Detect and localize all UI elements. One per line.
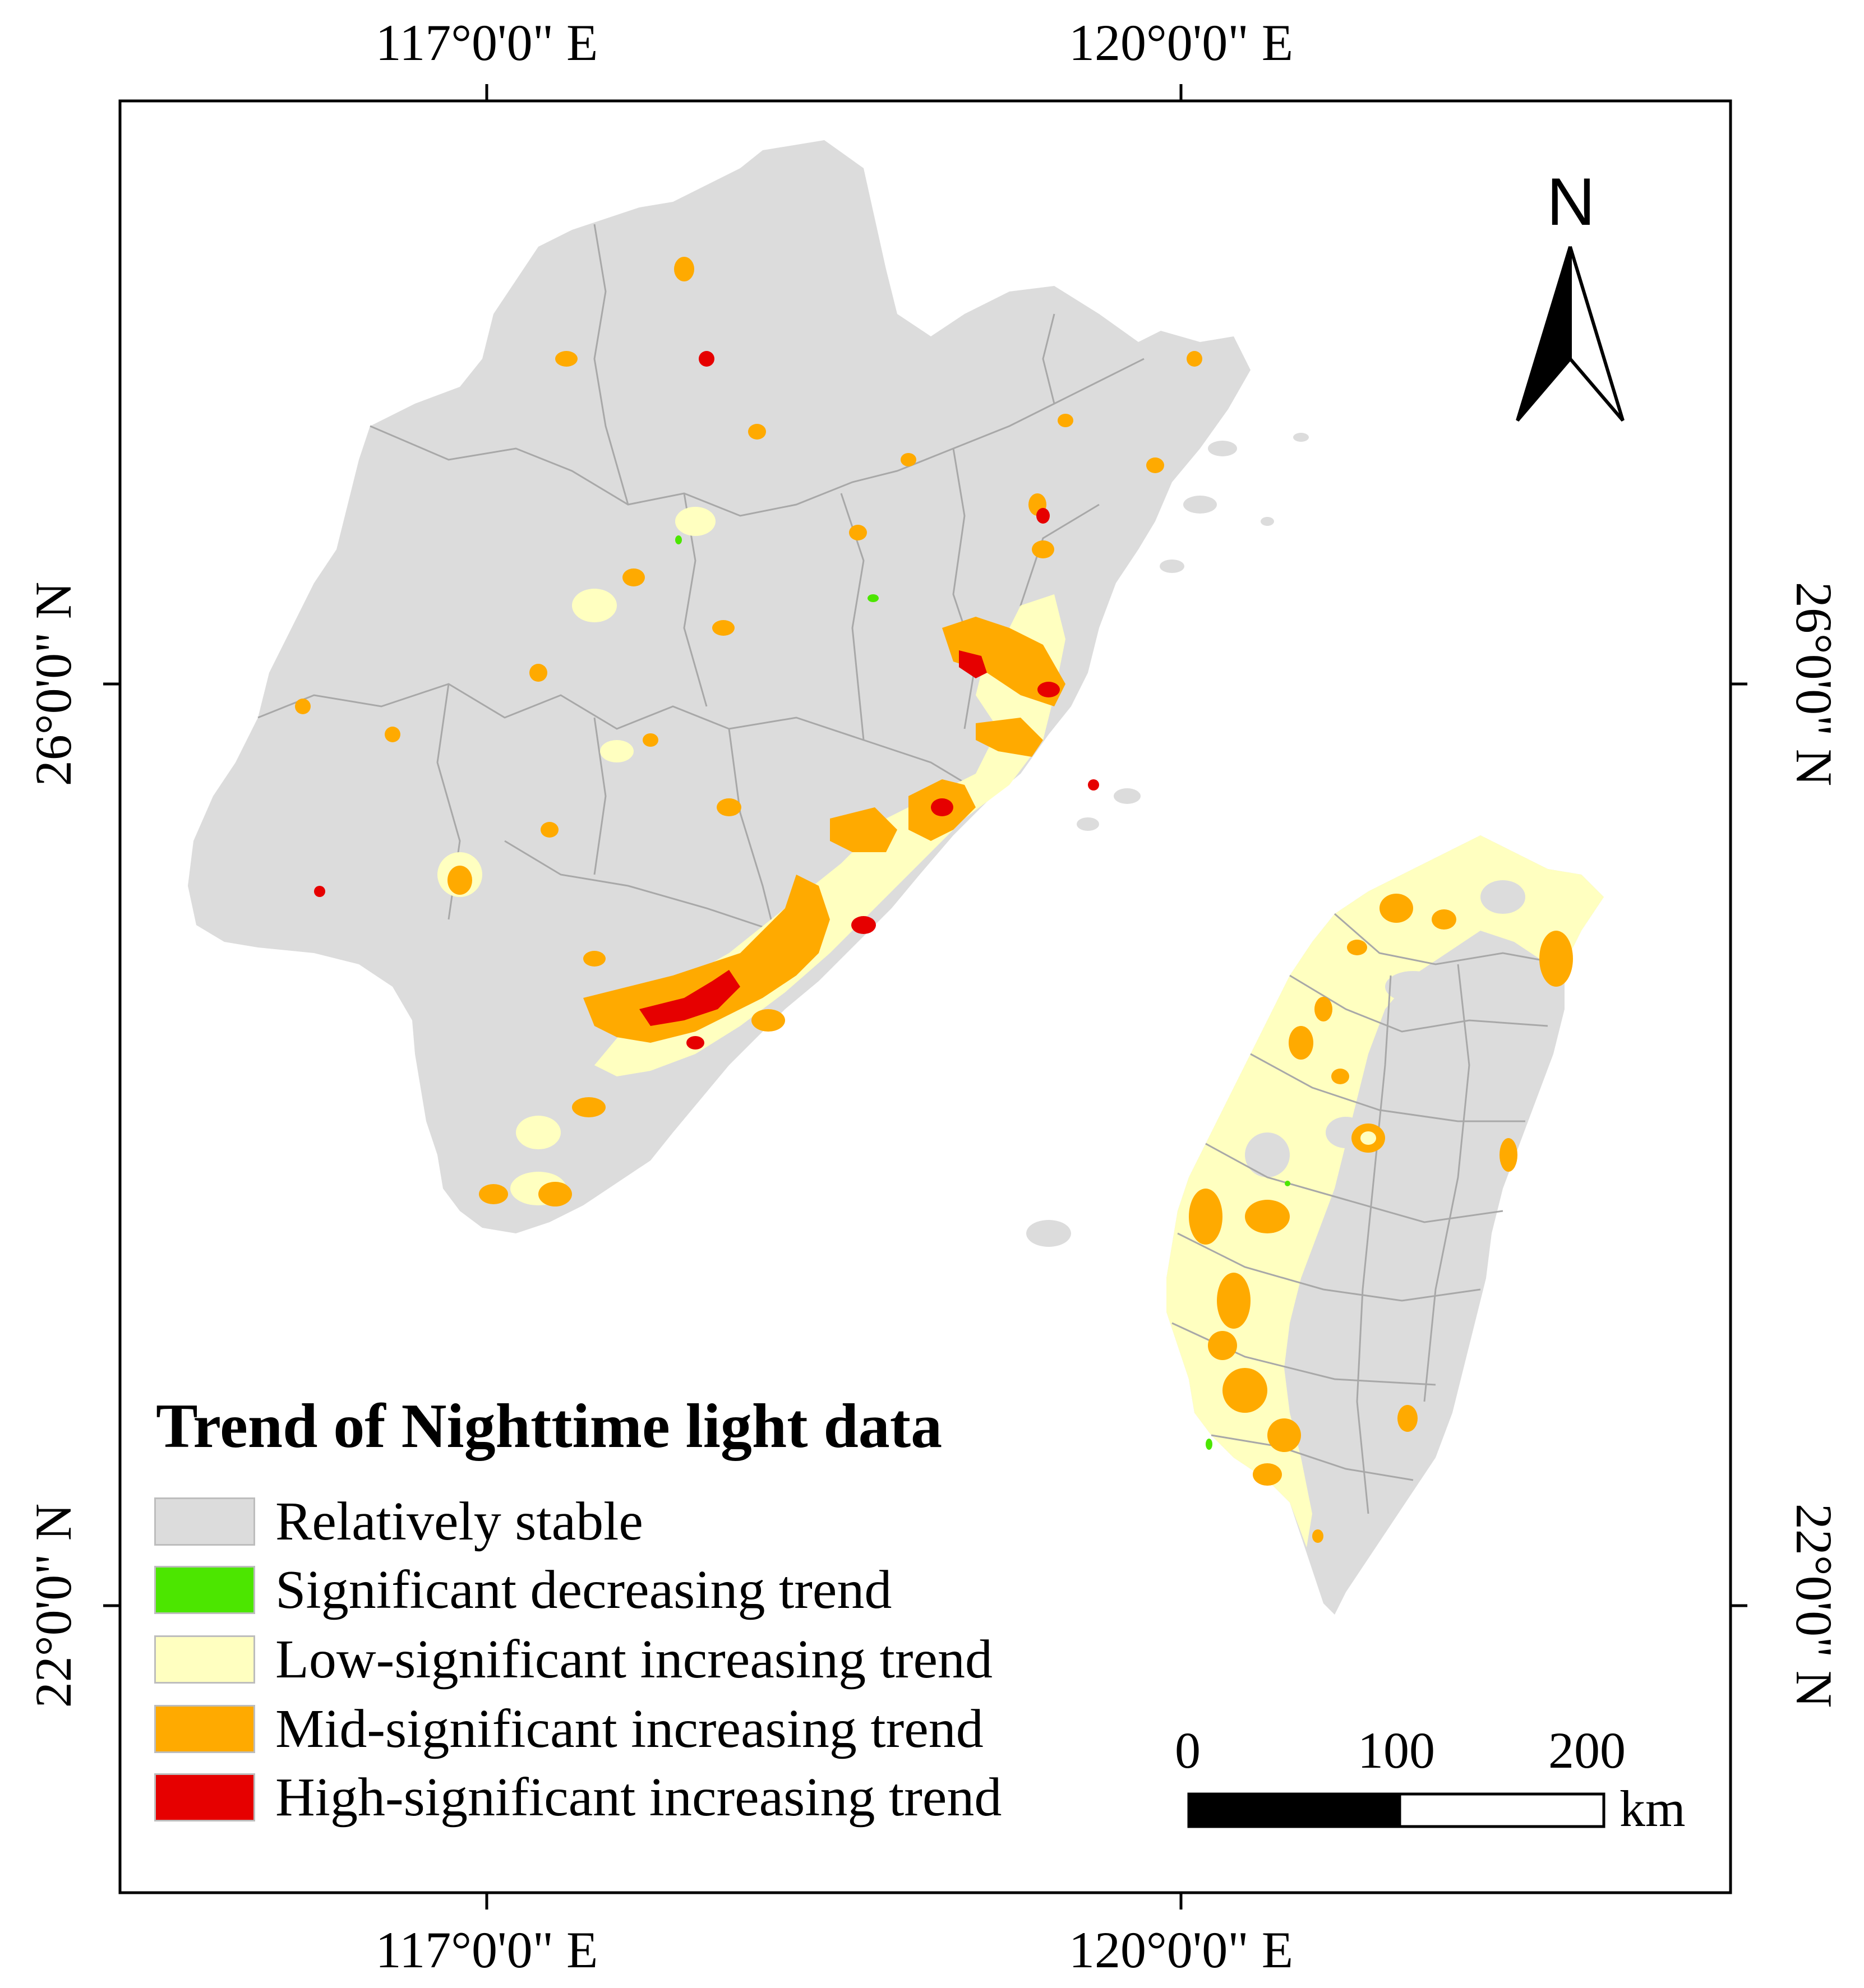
taiwan-decreasing-areas (1206, 1181, 1290, 1450)
scale-bar-white-segment (1398, 1792, 1605, 1828)
scale-tick-100: 100 (1358, 1722, 1435, 1779)
coord-bottom-120e: 120°0'0" E (1068, 1921, 1294, 1978)
graticule-ticks (103, 84, 1747, 1910)
coord-right-22n: 22°0'0" N (1785, 1503, 1843, 1708)
taiwan-mid-significant-areas (1189, 894, 1573, 1543)
coord-top-120e: 120°0'0" E (1068, 14, 1294, 71)
coord-top-117e: 117°0'0" E (375, 14, 598, 71)
fujian-islands (1026, 433, 1309, 1247)
fujian-mid-significant-areas (295, 257, 1202, 1206)
taiwan-low-significant-areas (1166, 835, 1604, 1547)
scale-tick-200: 200 (1548, 1722, 1626, 1779)
north-arrow-label: N (1547, 164, 1595, 239)
scale-bar (1187, 1792, 1605, 1828)
map-frame (118, 99, 1732, 1894)
fujian-region (188, 140, 1309, 1247)
taiwan-region (1166, 835, 1604, 1615)
scale-bar-black-segment (1189, 1794, 1400, 1827)
coord-right-26n: 26°0'0" N (1785, 581, 1843, 787)
fujian-decreasing-areas (675, 535, 879, 602)
north-arrow-right-half (1568, 246, 1625, 422)
scale-unit: km (1620, 1780, 1686, 1837)
fujian-high-significant-areas (314, 351, 1099, 1050)
coord-left-26n: 26°0'0" N (25, 581, 82, 787)
fujian-land (188, 140, 1251, 1233)
taiwan-ring-center (1360, 1131, 1376, 1145)
north-arrow (1516, 246, 1625, 422)
coord-bottom-117e: 117°0'0" E (375, 1921, 598, 1978)
scale-tick-0: 0 (1175, 1722, 1201, 1779)
taiwan-boundaries (1171, 913, 1565, 1514)
coord-left-22n: 22°0'0" N (25, 1503, 82, 1708)
